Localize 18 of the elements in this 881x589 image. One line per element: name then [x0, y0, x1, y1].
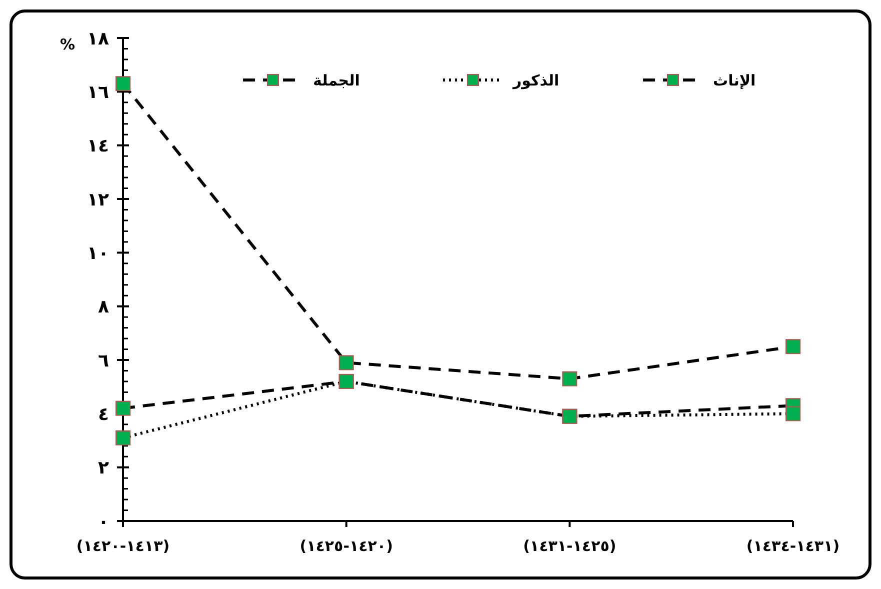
y-axis-title: % [60, 35, 75, 54]
y-tick-label: ١٨ [87, 28, 109, 50]
y-tick-label: ٢ [98, 458, 109, 479]
x-tick-label: (١٤١٣-١٤٢٠) [76, 537, 170, 555]
y-tick-label: ١٦ [87, 82, 109, 103]
y-tick-label: ١٤ [87, 136, 109, 157]
legend-label: الجملة [313, 71, 360, 90]
x-tick-label: (١٤٢٠-١٤٢٥) [300, 537, 393, 555]
legend-label: الإناث [713, 71, 756, 90]
x-tick-label: (١٤٢٥-١٤٣١) [523, 537, 616, 555]
y-tick-label: ٦ [98, 350, 109, 372]
legend-label: الذكور [512, 71, 560, 90]
x-tick-label: (١٤٣١-١٤٣٤) [746, 537, 840, 555]
y-tick-label: ٤ [98, 404, 109, 425]
y-tick-label: ٠ [98, 511, 109, 532]
y-tick-label: ١٠ [87, 242, 109, 264]
y-tick-label: ١٢ [87, 189, 109, 210]
y-tick-label: ٨ [98, 296, 109, 318]
